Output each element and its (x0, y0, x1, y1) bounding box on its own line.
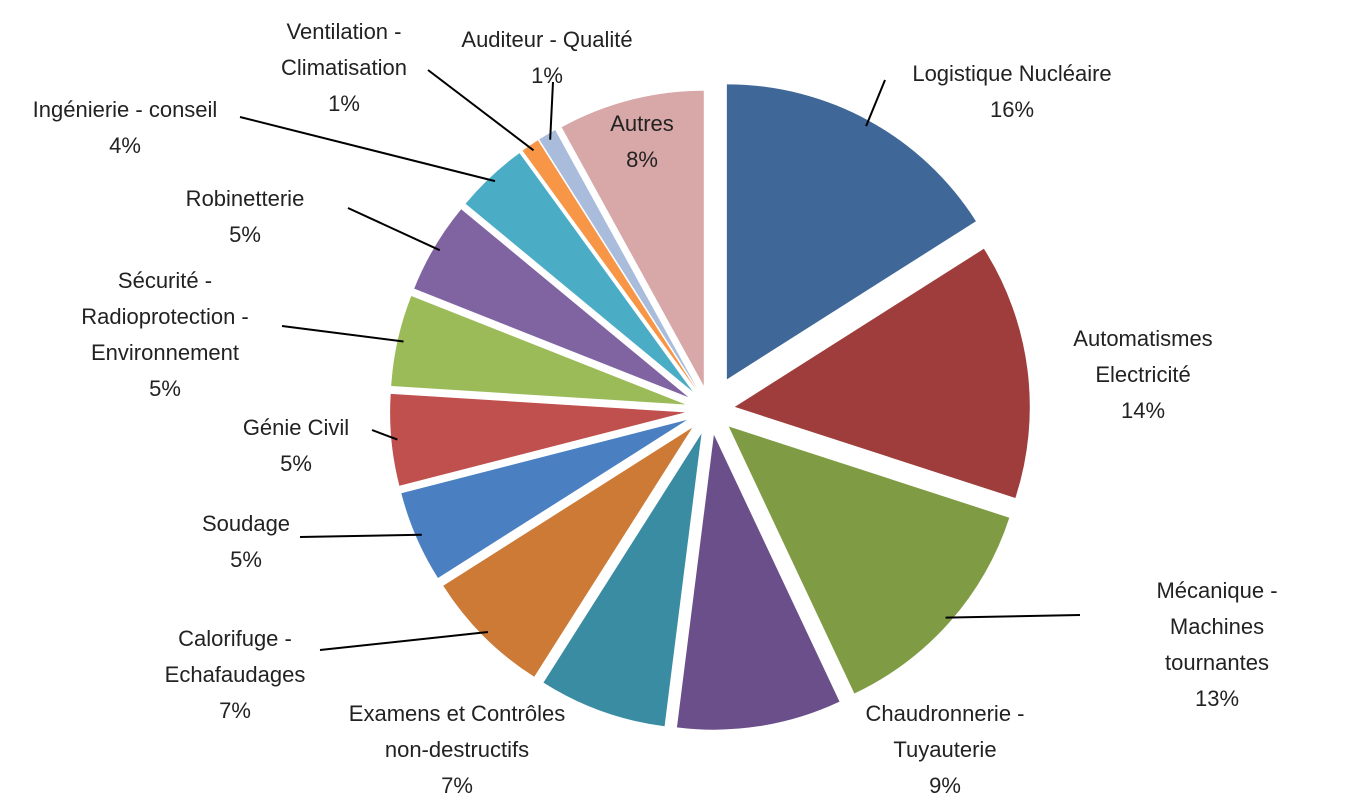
slice-label: Ingénierie - conseil 4% (33, 92, 218, 164)
value-label: 7% (219, 698, 251, 723)
value-label: 5% (230, 547, 262, 572)
category-label: Examens et Contrôles non-destructifs (348, 701, 566, 762)
pie-slice (543, 433, 702, 727)
category-label: Auditeur - Qualité (461, 27, 633, 52)
category-label: Robinetterie (185, 186, 305, 211)
pie-slice (726, 84, 976, 380)
slice-label: Auditeur - Qualité 1% (461, 22, 632, 94)
leader-line (945, 614, 1081, 619)
pie-slice (390, 393, 686, 486)
category-label: Sécurité - Radioprotection - Environneme… (81, 268, 249, 365)
pie-slice (734, 248, 1030, 499)
pie-slice (676, 434, 840, 730)
leader-line (549, 81, 554, 140)
category-label: Génie Civil (242, 415, 350, 440)
slice-label: Examens et Contrôles non-destructifs 7% (349, 696, 565, 804)
value-label: 5% (229, 222, 261, 247)
slice-label: Sécurité - Radioprotection - Environneme… (81, 263, 249, 407)
pie-slice (401, 419, 688, 578)
value-label: 14% (1120, 398, 1166, 423)
leader-line (319, 631, 489, 651)
leader-line (427, 69, 535, 152)
slice-label: Automatismes Electricité 14% (1073, 321, 1212, 429)
slice-label: Robinetterie 5% (186, 181, 305, 253)
value-label: 5% (149, 376, 181, 401)
category-label: Chaudronnerie - Tuyauterie (865, 701, 1025, 762)
slice-label: Autres 8% (610, 106, 674, 178)
pie-slice (728, 426, 1010, 694)
slice-label: Génie Civil 5% (243, 410, 349, 482)
category-label: Autres (610, 111, 674, 136)
pie-slice (465, 153, 693, 392)
pie-slice (443, 427, 693, 677)
category-label: Soudage (201, 511, 291, 536)
value-label: 7% (441, 773, 473, 798)
category-label: Ventilation - Climatisation (281, 19, 407, 80)
leader-line (281, 325, 404, 343)
value-label: 9% (929, 773, 961, 798)
slice-label: Soudage 5% (202, 506, 290, 578)
value-label: 16% (989, 97, 1035, 122)
leader-line (347, 207, 441, 252)
pie-slice (414, 209, 689, 398)
leader-line (371, 429, 398, 441)
category-label: Calorifuge - Echafaudages (164, 626, 306, 687)
value-label: 8% (626, 147, 658, 172)
value-label: 5% (280, 451, 312, 476)
value-label: 1% (328, 91, 360, 116)
slice-label: Chaudronnerie - Tuyauterie 9% (866, 696, 1025, 804)
slice-label: Logistique Nucléaire 16% (912, 56, 1111, 128)
pie-slice (391, 295, 686, 405)
leader-line (299, 533, 422, 538)
category-label: Mécanique - Machines tournantes (1156, 578, 1278, 675)
category-label: Ingénierie - conseil (32, 97, 218, 122)
value-label: 13% (1194, 686, 1240, 711)
slice-label: Calorifuge - Echafaudages 7% (165, 621, 306, 729)
slice-label: Mécanique - Machines tournantes 13% (1147, 573, 1287, 717)
pie-slice (539, 129, 698, 389)
slice-label: Ventilation - Climatisation 1% (281, 14, 407, 122)
pie-slice (561, 90, 704, 386)
leader-line (239, 116, 496, 183)
category-label: Logistique Nucléaire (912, 61, 1112, 86)
value-label: 4% (109, 133, 141, 158)
category-label: Automatismes Electricité (1073, 326, 1213, 387)
leader-line (865, 79, 886, 127)
pie-slice (522, 140, 696, 390)
value-label: 1% (531, 63, 563, 88)
